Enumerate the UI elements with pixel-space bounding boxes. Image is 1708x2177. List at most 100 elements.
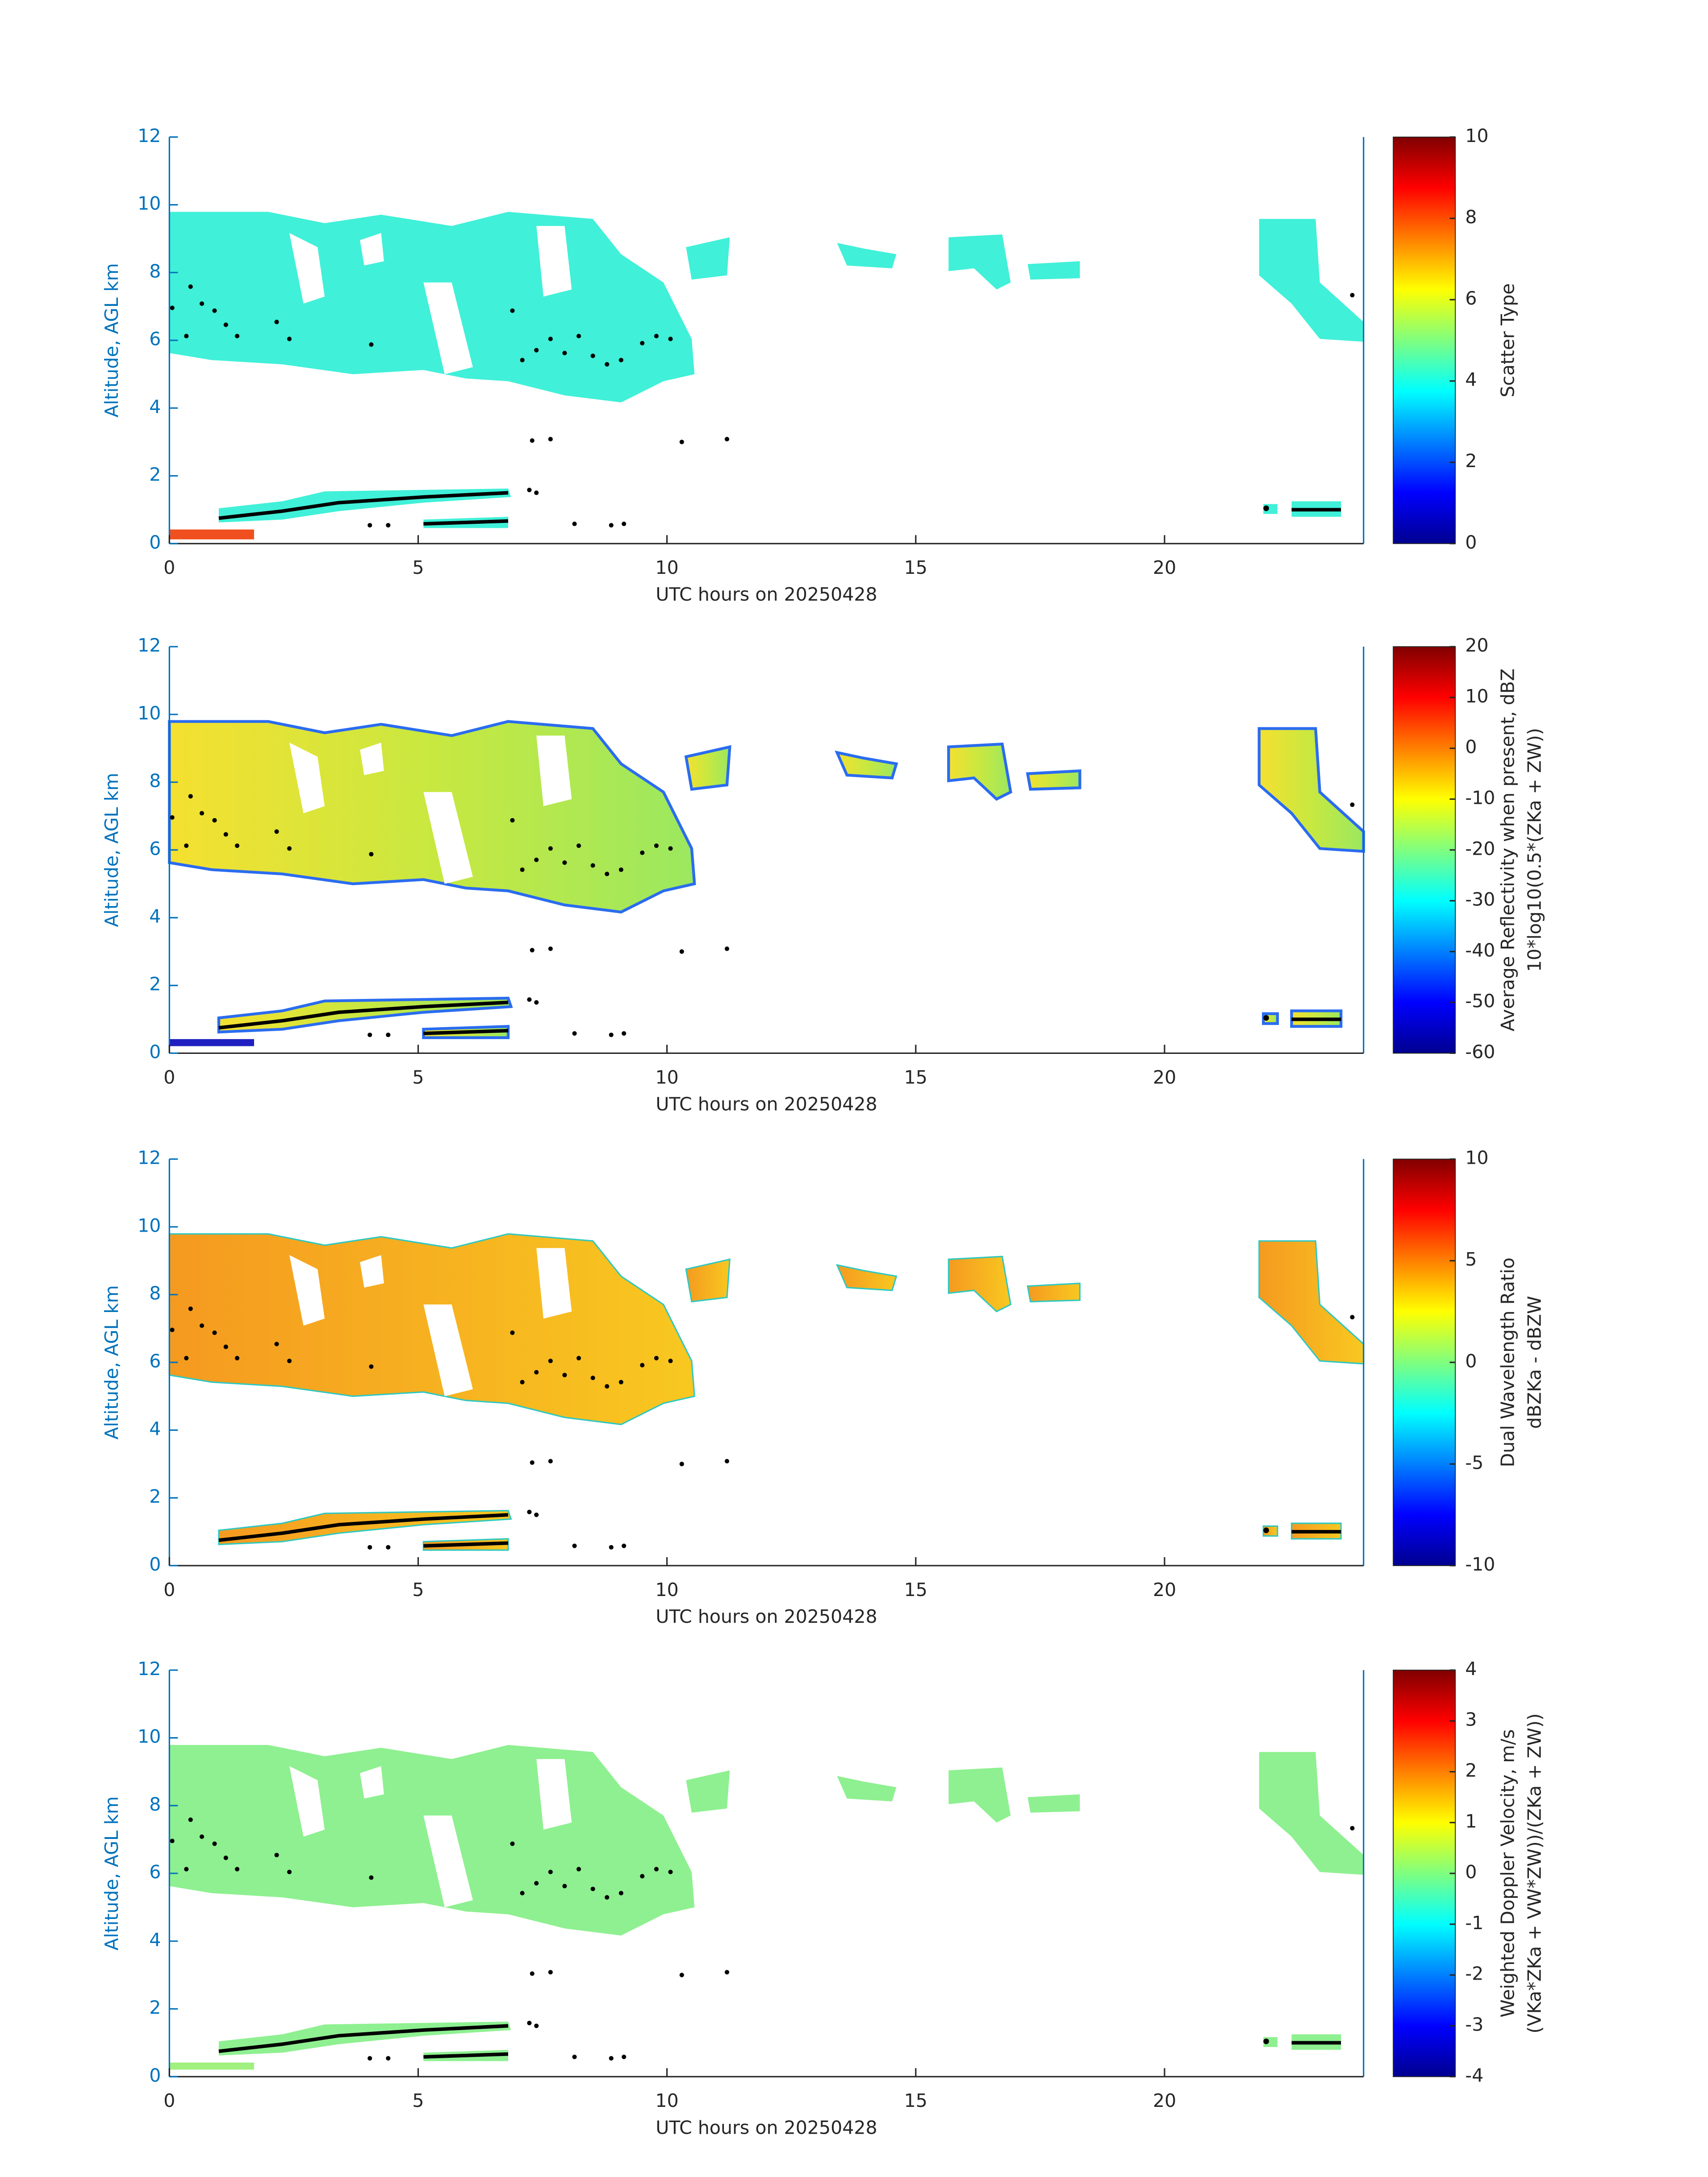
colorbar-label: Weighted Doppler Velocity, m/s <box>1497 1729 1518 2018</box>
colorbar-tick-label: 10 <box>1465 685 1488 707</box>
x-tick-label: 10 <box>656 1066 679 1088</box>
y-axis-label: Altitude, AGL km <box>101 1285 122 1440</box>
colorbar-tick-label: -5 <box>1465 1452 1483 1473</box>
y-tick-label: 0 <box>149 531 161 553</box>
x-tick-label: 10 <box>656 557 679 578</box>
colorbar-label: Average Reflectivity when present, dBZ <box>1497 669 1518 1032</box>
x-tick-label: 15 <box>904 2090 927 2111</box>
y-tick-label: 6 <box>149 1350 161 1372</box>
colorbar-tick-label: 2 <box>1465 450 1477 472</box>
field-2 <box>169 722 1363 1046</box>
y-tick-label: 6 <box>149 838 161 859</box>
colorbar-tick-label: -50 <box>1465 990 1495 1012</box>
x-axis-label: UTC hours on 20250428 <box>656 1093 877 1115</box>
y-tick-label: 2 <box>149 464 161 485</box>
colorbar-tick-label: 6 <box>1465 288 1477 309</box>
colorbar-tick-label: 0 <box>1465 531 1477 553</box>
colorbar-tick-label: -20 <box>1465 838 1495 859</box>
colorbar-tick-label: 2 <box>1465 1759 1477 1781</box>
y-axis-label: Altitude, AGL km <box>101 773 122 927</box>
y-tick-label: 0 <box>149 2064 161 2086</box>
x-tick-label: 20 <box>1153 1579 1176 1600</box>
x-tick-label: 5 <box>412 1066 424 1088</box>
colorbar <box>1393 136 1456 544</box>
colorbar-tick-label: 0 <box>1465 736 1477 758</box>
y-tick-label: 12 <box>138 1147 161 1169</box>
x-tick-label: 0 <box>163 557 175 578</box>
x-tick-label: 15 <box>904 1579 927 1600</box>
y-tick-label: 0 <box>149 1554 161 1575</box>
y-tick-label: 4 <box>149 906 161 927</box>
x-tick-label: 15 <box>904 1066 927 1088</box>
y-tick-label: 12 <box>138 125 161 146</box>
colorbar-tick-label: -3 <box>1465 2014 1483 2035</box>
colorbar-label: Scatter Type <box>1497 283 1518 397</box>
y-tick-label: 12 <box>138 1658 161 1680</box>
colorbar-tick-label: -1 <box>1465 1912 1483 1934</box>
y-tick-label: 4 <box>149 1418 161 1440</box>
y-tick-label: 10 <box>138 1215 161 1236</box>
colorbar-tick-label: -30 <box>1465 889 1495 910</box>
field-1 <box>169 212 1364 539</box>
colorbar-tick-label: 4 <box>1465 1658 1477 1680</box>
y-tick-label: 0 <box>149 1041 161 1062</box>
y-axis-label: Altitude, AGL km <box>101 263 122 418</box>
colorbar-tick-label: -4 <box>1465 2064 1483 2086</box>
colorbar-tick-label: -10 <box>1465 787 1495 808</box>
colorbar <box>1393 1669 1456 2077</box>
colorbar-tick-label: 10 <box>1465 1147 1488 1169</box>
y-tick-label: 2 <box>149 974 161 995</box>
y-axis-label: Altitude, AGL km <box>101 1796 122 1951</box>
x-tick-label: 20 <box>1153 1066 1176 1088</box>
colorbar-tick-label: 5 <box>1465 1249 1477 1270</box>
colorbar-tick-label: 20 <box>1465 635 1488 656</box>
colorbar-tick-label: 4 <box>1465 369 1477 390</box>
y-tick-label: 4 <box>149 1929 161 1951</box>
field-3 <box>169 1233 1365 1550</box>
x-tick-label: 0 <box>163 1066 175 1088</box>
y-tick-label: 8 <box>149 1793 161 1815</box>
y-tick-label: 2 <box>149 1997 161 2018</box>
y-tick-label: 8 <box>149 1283 161 1304</box>
colorbar-tick-label: 0 <box>1465 1350 1477 1372</box>
colorbar-tick-label: -2 <box>1465 1963 1483 1985</box>
x-tick-label: 0 <box>163 2090 175 2111</box>
y-tick-label: 2 <box>149 1486 161 1507</box>
y-tick-label: 10 <box>138 193 161 214</box>
field-4 <box>169 1745 1364 2070</box>
x-tick-label: 5 <box>412 2090 424 2111</box>
x-tick-label: 10 <box>656 2090 679 2111</box>
y-tick-label: 6 <box>149 328 161 350</box>
x-axis-label: UTC hours on 20250428 <box>656 584 877 605</box>
colorbar-label: Dual Wavelength Ratio <box>1497 1258 1518 1467</box>
x-tick-label: 5 <box>412 557 424 578</box>
y-tick-label: 10 <box>138 702 161 724</box>
colorbar-tick-label: 0 <box>1465 1861 1477 1883</box>
colorbar-tick-label: 3 <box>1465 1709 1477 1730</box>
colorbar-tick-label: 10 <box>1465 125 1488 146</box>
x-tick-label: 20 <box>1153 557 1176 578</box>
x-tick-label: 10 <box>656 1579 679 1600</box>
colorbar-tick-label: -60 <box>1465 1041 1495 1062</box>
y-tick-label: 8 <box>149 770 161 792</box>
x-tick-label: 20 <box>1153 2090 1176 2111</box>
colorbar <box>1393 646 1456 1054</box>
colorbar-tick-label: 1 <box>1465 1810 1477 1832</box>
colorbar-tick-label: 8 <box>1465 206 1477 228</box>
colorbar <box>1393 1158 1456 1566</box>
y-tick-label: 10 <box>138 1726 161 1747</box>
x-tick-label: 5 <box>412 1579 424 1600</box>
colorbar-tick-label: -10 <box>1465 1554 1495 1575</box>
x-axis-label: UTC hours on 20250428 <box>656 2117 877 2138</box>
x-axis-label: UTC hours on 20250428 <box>656 1606 877 1627</box>
colorbar-label: (VKa*ZKa + VW*ZW))/(ZKa + ZW)) <box>1524 1713 1545 2034</box>
y-tick-label: 6 <box>149 1861 161 1883</box>
y-tick-label: 8 <box>149 260 161 282</box>
colorbar-tick-label: -40 <box>1465 940 1495 961</box>
x-tick-label: 15 <box>904 557 927 578</box>
colorbar-label: dBZKa - dBZW <box>1524 1296 1545 1429</box>
x-tick-label: 0 <box>163 1579 175 1600</box>
y-tick-label: 12 <box>138 635 161 656</box>
colorbar-label: 10*log10(0.5*(ZKa + ZW)) <box>1524 728 1545 972</box>
